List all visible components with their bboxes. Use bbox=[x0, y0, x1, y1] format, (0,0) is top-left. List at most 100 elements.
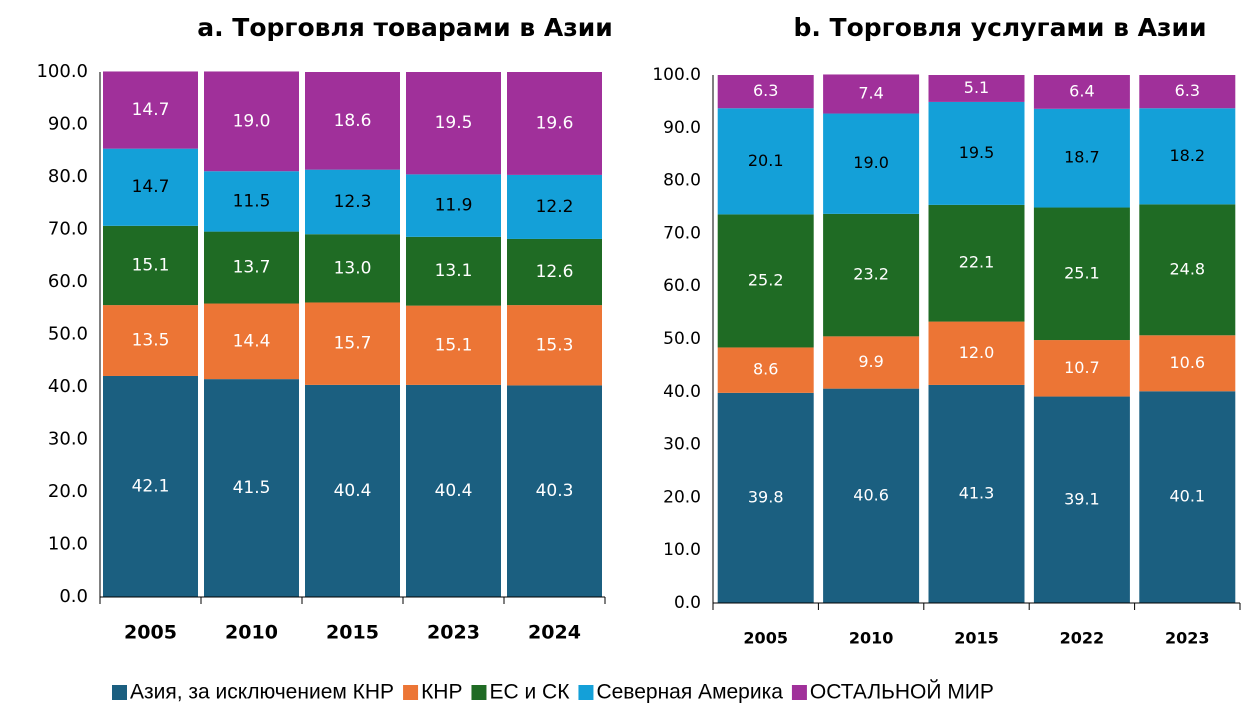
data-label: 41.5 bbox=[233, 478, 271, 498]
data-label: 18.2 bbox=[1169, 146, 1205, 165]
data-label: 19.5 bbox=[959, 143, 995, 162]
data-label: 15.1 bbox=[435, 335, 473, 355]
bar-segment bbox=[103, 148, 198, 226]
bar-segment bbox=[928, 384, 1025, 603]
bar-segment bbox=[103, 225, 198, 306]
data-label: 14.4 bbox=[233, 331, 271, 351]
chart-title: b. Торговля услугами в Азии bbox=[793, 13, 1206, 42]
bar-segment bbox=[204, 303, 299, 380]
data-label: 24.8 bbox=[1169, 259, 1205, 278]
bar-segment bbox=[305, 302, 400, 385]
data-label: 13.5 bbox=[132, 331, 170, 351]
bar-segment bbox=[305, 72, 400, 170]
data-label: 40.1 bbox=[1169, 487, 1205, 506]
data-label: 13.0 bbox=[334, 258, 372, 278]
bar-segment bbox=[1033, 207, 1130, 341]
x-tick-label: 2005 bbox=[124, 622, 177, 644]
y-tick-label: 20.0 bbox=[48, 481, 88, 502]
data-label: 18.6 bbox=[334, 111, 372, 131]
data-label: 19.6 bbox=[536, 113, 574, 133]
data-label: 23.2 bbox=[853, 265, 889, 284]
bar-segment bbox=[507, 174, 602, 239]
x-tick-label: 2005 bbox=[743, 629, 788, 648]
bar-segment bbox=[204, 171, 299, 232]
x-tick-label: 2010 bbox=[225, 622, 278, 644]
bar-segment bbox=[406, 384, 501, 597]
bar-segment bbox=[823, 213, 920, 337]
data-label: 7.4 bbox=[858, 84, 883, 103]
bar-segment bbox=[823, 336, 920, 389]
data-label: 6.3 bbox=[1175, 81, 1200, 100]
bar-segment bbox=[103, 71, 198, 149]
y-tick-label: 0.0 bbox=[674, 593, 701, 613]
legend-label: ЕС и СК bbox=[489, 681, 570, 704]
legend-swatch bbox=[403, 685, 419, 700]
data-label: 20.1 bbox=[748, 151, 784, 170]
data-label: 12.2 bbox=[536, 197, 574, 217]
data-label: 39.8 bbox=[748, 487, 784, 506]
bar-segment bbox=[507, 72, 602, 175]
data-label: 11.9 bbox=[435, 196, 473, 216]
bar-segment bbox=[406, 236, 501, 306]
data-label: 13.7 bbox=[233, 258, 271, 278]
bar-segment bbox=[204, 379, 299, 597]
bar-segment bbox=[1033, 75, 1130, 109]
data-label: 15.3 bbox=[536, 335, 574, 355]
bar-segment bbox=[1139, 108, 1236, 205]
bar-segment bbox=[1033, 340, 1130, 397]
y-tick-label: 20.0 bbox=[663, 487, 701, 507]
bar-segment bbox=[406, 174, 501, 237]
legend-swatch bbox=[471, 685, 487, 700]
y-tick-label: 10.0 bbox=[663, 540, 701, 560]
y-tick-label: 70.0 bbox=[663, 223, 701, 243]
data-label: 12.0 bbox=[959, 343, 995, 362]
y-tick-label: 80.0 bbox=[48, 166, 88, 187]
chart-title: a. Торговля товарами в Азии bbox=[197, 13, 613, 42]
data-label: 41.3 bbox=[959, 483, 995, 502]
data-label: 25.2 bbox=[748, 270, 784, 289]
bar-segment bbox=[717, 214, 814, 348]
y-tick-label: 30.0 bbox=[48, 429, 88, 450]
data-label: 15.1 bbox=[132, 255, 170, 275]
bar-segment bbox=[305, 234, 400, 303]
bar-segment bbox=[1033, 396, 1130, 603]
bar-segment bbox=[823, 74, 920, 114]
data-label: 15.7 bbox=[334, 334, 372, 354]
y-tick-label: 80.0 bbox=[663, 171, 701, 191]
x-tick-label: 2015 bbox=[954, 629, 999, 648]
y-tick-label: 100.0 bbox=[652, 65, 701, 85]
data-label: 6.4 bbox=[1069, 81, 1094, 100]
legend-label: Северная Америка bbox=[596, 681, 783, 704]
data-label: 40.4 bbox=[334, 481, 372, 501]
legend: Азия, за исключением КНР КНР ЕС и СК Северн… bbox=[112, 680, 994, 704]
legend-swatch bbox=[578, 685, 594, 700]
bar-segment bbox=[717, 392, 814, 603]
data-label: 19.0 bbox=[853, 153, 889, 172]
x-tick-label: 2015 bbox=[326, 622, 379, 644]
data-label: 39.1 bbox=[1064, 489, 1100, 508]
x-tick-label: 2010 bbox=[849, 629, 894, 648]
bar-segment bbox=[1139, 391, 1236, 603]
bar-segment bbox=[823, 388, 920, 603]
bar-segment bbox=[928, 101, 1025, 205]
bar-segment bbox=[823, 113, 920, 214]
x-tick-label: 2022 bbox=[1060, 629, 1105, 648]
y-tick-label: 10.0 bbox=[48, 534, 88, 555]
y-tick-label: 60.0 bbox=[663, 276, 701, 296]
bar-segment bbox=[507, 238, 602, 306]
data-label: 14.7 bbox=[132, 177, 170, 197]
data-label: 40.3 bbox=[536, 481, 574, 501]
data-label: 19.5 bbox=[435, 113, 473, 133]
bar-segment bbox=[305, 169, 400, 235]
bar-segment bbox=[928, 321, 1025, 385]
y-tick-label: 50.0 bbox=[48, 324, 88, 345]
data-label: 40.6 bbox=[853, 485, 889, 504]
y-tick-label: 0.0 bbox=[59, 586, 88, 607]
legend-label: Азия, за исключением КНР bbox=[130, 681, 394, 704]
data-label: 9.9 bbox=[858, 352, 883, 371]
data-label: 19.0 bbox=[233, 111, 271, 131]
data-label: 12.3 bbox=[334, 192, 372, 212]
bar-segment bbox=[717, 75, 814, 109]
legend-swatch bbox=[791, 685, 807, 700]
y-tick-label: 100.0 bbox=[36, 61, 88, 82]
